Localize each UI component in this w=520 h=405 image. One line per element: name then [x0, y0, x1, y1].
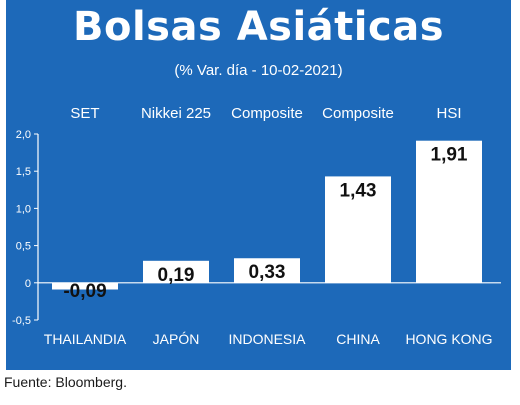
y-tick-label: 0: [25, 278, 31, 290]
bar-value-label: -0,09: [63, 281, 106, 302]
category-label: INDONESIA: [228, 331, 306, 347]
chart-title: Bolsas Asiáticas: [72, 4, 445, 50]
bar-chart: 2,0 1,5 1,0 0,5 0 -0,5 -0,09 SET THAILANDIA 0,19 N…: [12, 105, 501, 347]
index-label: HSI: [436, 105, 461, 122]
y-tick-label: 2,0: [16, 129, 31, 141]
index-label: Composite: [231, 105, 303, 122]
bar: [416, 140, 482, 283]
bar: [325, 176, 391, 283]
y-tick-label: 1,5: [16, 166, 31, 178]
category-label: CHINA: [336, 331, 380, 347]
source-note: Fuente: Bloomberg.: [4, 374, 127, 390]
bar-value-label: 1,91: [431, 145, 468, 166]
chart-subtitle: (% Var. día - 10-02-2021): [174, 62, 343, 79]
bar-value-label: 1,43: [340, 180, 377, 201]
index-label: SET: [70, 105, 99, 122]
y-tick-label: 1,0: [16, 203, 31, 215]
chart-panel: Bolsas Asiáticas (% Var. día - 10-02-202…: [6, 0, 511, 370]
y-tick-label: -0,5: [12, 315, 31, 327]
bar: [234, 258, 300, 283]
category-label: THAILANDIA: [44, 331, 127, 347]
bar-value-label: 0,19: [158, 265, 195, 286]
y-tick-label: 0,5: [16, 241, 31, 253]
bar-label-box: [143, 260, 209, 283]
bar: [52, 282, 118, 290]
index-label: Nikkei 225: [141, 105, 211, 122]
category-label: HONG KONG: [405, 331, 492, 347]
index-label: Composite: [322, 105, 394, 122]
bar-value-label: 0,33: [249, 262, 286, 283]
category-label: JAPÓN: [153, 331, 200, 347]
